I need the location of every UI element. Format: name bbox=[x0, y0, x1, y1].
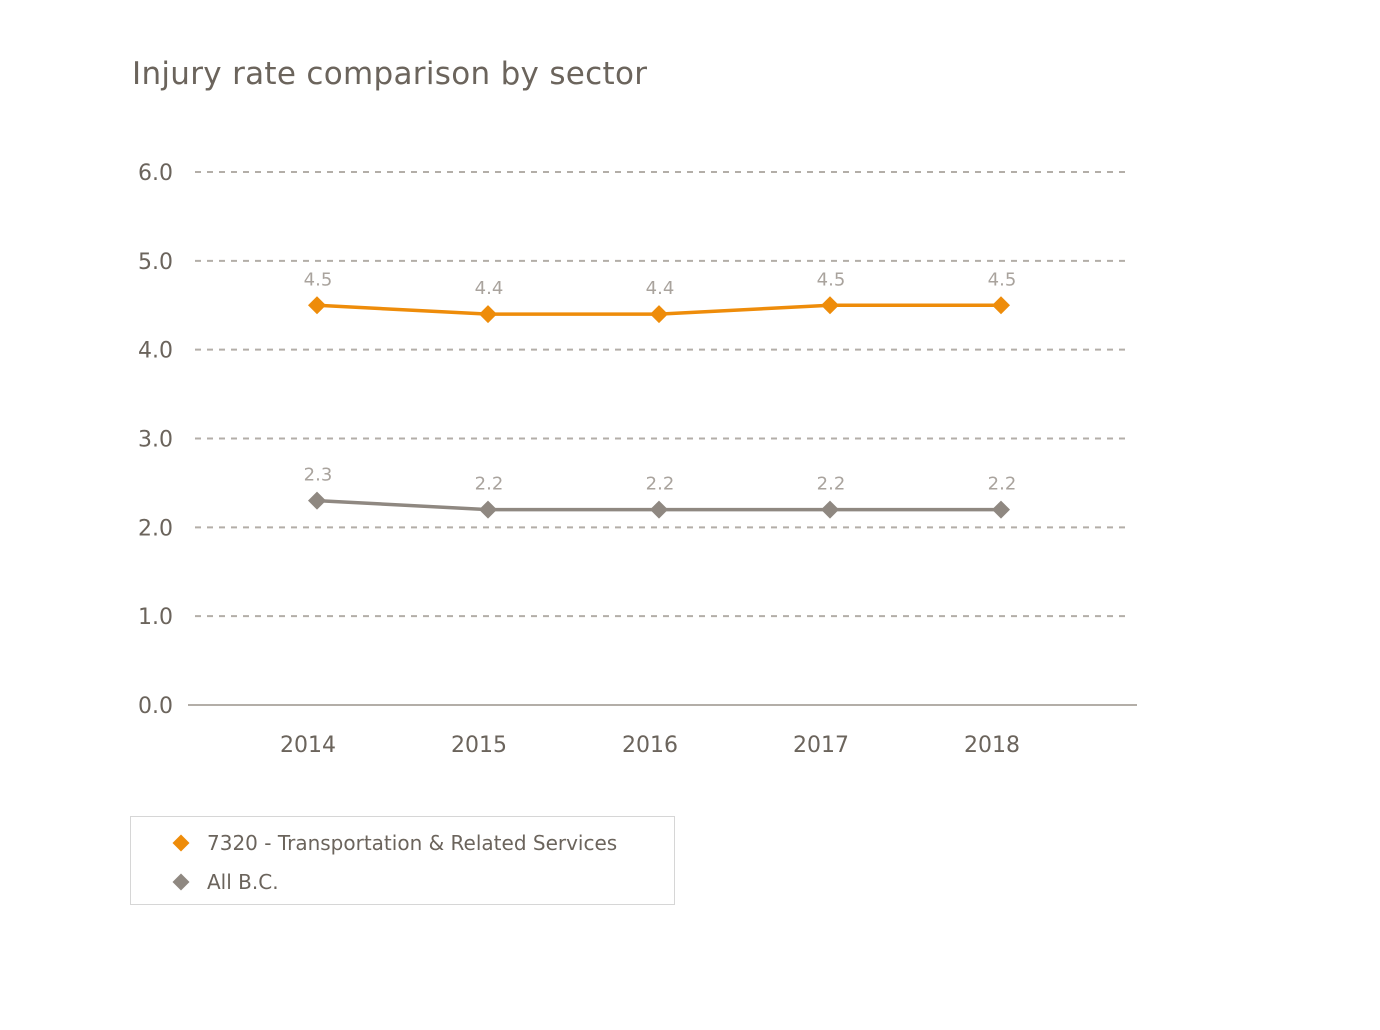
x-tick-label: 2017 bbox=[793, 733, 849, 758]
x-tick-label: 2015 bbox=[451, 733, 507, 758]
diamond-icon bbox=[172, 834, 190, 852]
diamond-icon bbox=[172, 873, 190, 891]
chart-title: Injury rate comparison by sector bbox=[132, 56, 648, 92]
y-tick-label: 6.0 bbox=[138, 161, 173, 186]
legend-item-transportation[interactable]: 7320 - Transportation & Related Services bbox=[172, 831, 618, 855]
series-0: 4.5 4.4 4.4 4.5 4.5 bbox=[304, 269, 1017, 324]
data-label: 4.4 bbox=[646, 278, 675, 299]
data-label: 4.4 bbox=[475, 278, 504, 299]
data-point-marker bbox=[308, 491, 326, 510]
series-1: 2.3 2.2 2.2 2.2 2.2 bbox=[304, 465, 1017, 519]
x-tick-label: 2014 bbox=[280, 733, 336, 758]
x-tick-label: 2018 bbox=[964, 733, 1020, 758]
data-point-marker bbox=[308, 296, 326, 315]
y-tick-label: 5.0 bbox=[138, 250, 173, 275]
data-label: 2.2 bbox=[475, 474, 504, 495]
y-tick-label: 2.0 bbox=[138, 516, 173, 541]
legend-item-all-bc[interactable]: All B.C. bbox=[172, 870, 279, 894]
data-point-marker bbox=[821, 500, 839, 519]
data-point-marker bbox=[479, 305, 497, 324]
data-label: 2.2 bbox=[817, 474, 846, 495]
y-tick-label: 0.0 bbox=[138, 694, 173, 719]
x-tick-label: 2016 bbox=[622, 733, 678, 758]
data-label: 4.5 bbox=[817, 269, 846, 290]
y-tick-label: 4.0 bbox=[138, 339, 173, 364]
data-point-marker bbox=[992, 500, 1010, 519]
legend-label: 7320 - Transportation & Related Services bbox=[207, 831, 618, 855]
data-label: 4.5 bbox=[988, 269, 1017, 290]
data-point-marker bbox=[650, 500, 668, 519]
data-label: 2.2 bbox=[988, 474, 1017, 495]
y-tick-label: 1.0 bbox=[138, 605, 173, 630]
data-label: 2.3 bbox=[304, 465, 333, 486]
data-point-marker bbox=[992, 296, 1010, 315]
data-point-marker bbox=[821, 296, 839, 315]
legend: 7320 - Transportation & Related Services… bbox=[130, 816, 675, 905]
x-axis-ticks: 2014 2015 2016 2017 2018 bbox=[280, 733, 1020, 758]
y-axis-ticks: 0.0 1.0 2.0 3.0 4.0 5.0 6.0 bbox=[138, 161, 173, 719]
data-label: 2.2 bbox=[646, 474, 675, 495]
data-point-marker bbox=[479, 500, 497, 519]
data-point-marker bbox=[650, 305, 668, 324]
data-label: 4.5 bbox=[304, 269, 333, 290]
series: 4.5 4.4 4.4 4.5 4.5 2.3 2.2 2.2 2.2 2.2 bbox=[304, 269, 1017, 519]
y-tick-label: 3.0 bbox=[138, 428, 173, 453]
gridlines bbox=[188, 171, 1137, 706]
legend-label: All B.C. bbox=[207, 870, 279, 894]
